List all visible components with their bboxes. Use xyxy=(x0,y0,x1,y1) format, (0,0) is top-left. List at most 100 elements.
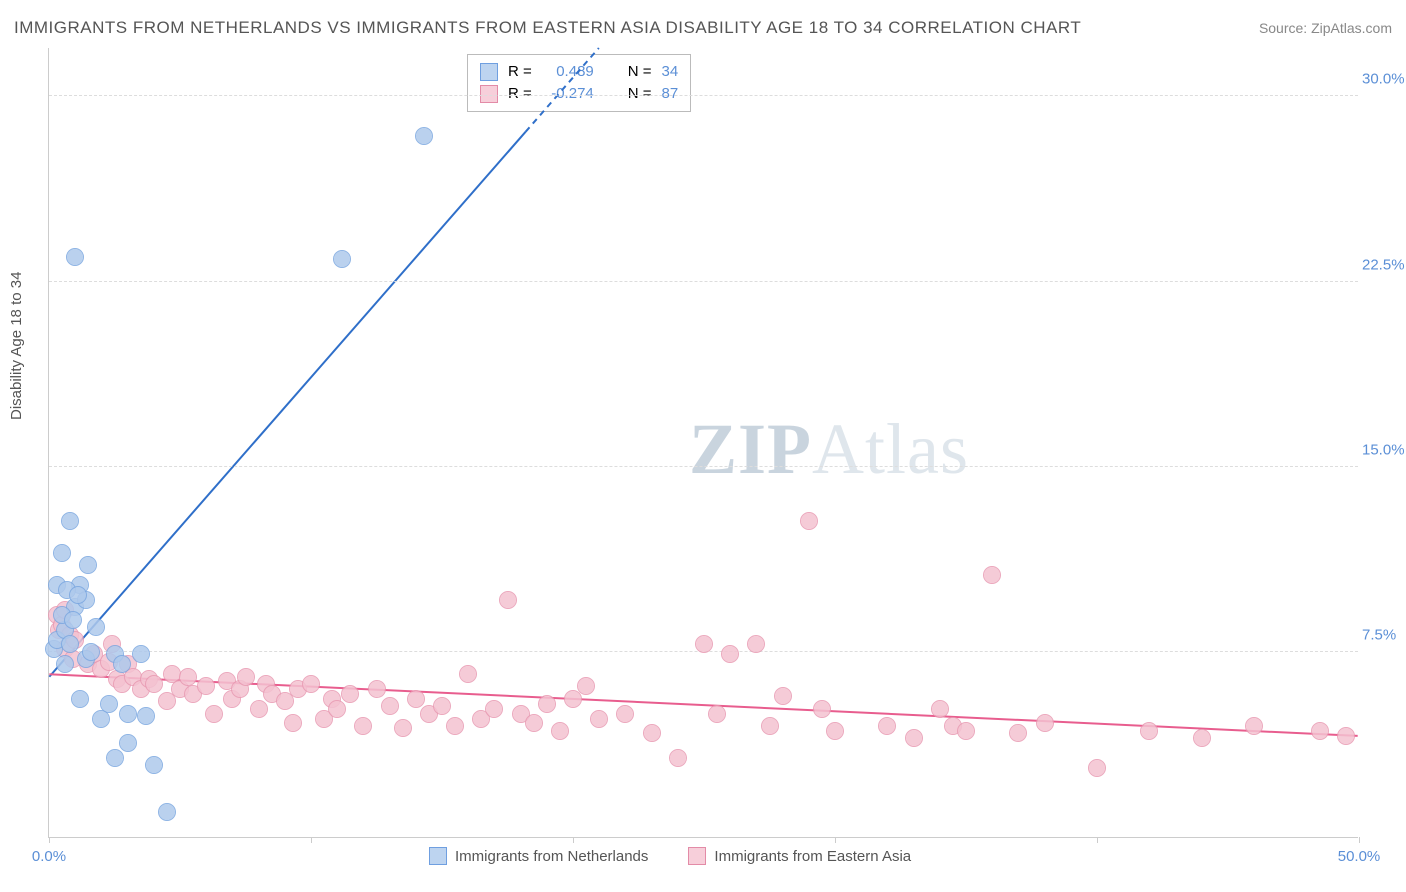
gridline xyxy=(49,95,1358,96)
data-point xyxy=(354,717,372,735)
y-axis-label: Disability Age 18 to 34 xyxy=(8,272,25,420)
x-tick-label: 50.0% xyxy=(1338,848,1381,865)
data-point xyxy=(333,250,351,268)
data-point xyxy=(538,695,556,713)
data-point xyxy=(905,729,923,747)
data-point xyxy=(69,586,87,604)
data-point xyxy=(1193,729,1211,747)
y-tick-label: 22.5% xyxy=(1362,256,1406,273)
title-bar: IMMIGRANTS FROM NETHERLANDS VS IMMIGRANT… xyxy=(14,18,1392,38)
data-point xyxy=(137,707,155,725)
data-point xyxy=(761,717,779,735)
data-point xyxy=(1311,722,1329,740)
data-point xyxy=(56,655,74,673)
source-attribution: Source: ZipAtlas.com xyxy=(1259,20,1392,36)
y-tick-label: 30.0% xyxy=(1362,71,1406,88)
data-point xyxy=(250,700,268,718)
data-point xyxy=(66,248,84,266)
x-tick xyxy=(1359,837,1360,843)
legend-item-eastern-asia: Immigrants from Eastern Asia xyxy=(688,847,911,865)
data-point xyxy=(695,635,713,653)
data-point xyxy=(957,722,975,740)
data-point xyxy=(328,700,346,718)
legend-label-eastern-asia: Immigrants from Eastern Asia xyxy=(714,848,911,865)
data-point xyxy=(826,722,844,740)
data-point xyxy=(590,710,608,728)
data-point xyxy=(64,611,82,629)
data-point xyxy=(71,690,89,708)
data-point xyxy=(800,512,818,530)
data-point xyxy=(721,645,739,663)
data-point xyxy=(446,717,464,735)
legend-item-netherlands: Immigrants from Netherlands xyxy=(429,847,648,865)
data-point xyxy=(61,635,79,653)
data-point xyxy=(931,700,949,718)
data-point xyxy=(616,705,634,723)
data-point xyxy=(82,643,100,661)
data-point xyxy=(1009,724,1027,742)
x-tick xyxy=(1097,837,1098,843)
x-tick xyxy=(835,837,836,843)
data-point xyxy=(158,803,176,821)
data-point xyxy=(119,734,137,752)
data-point xyxy=(485,700,503,718)
data-point xyxy=(394,719,412,737)
data-point xyxy=(551,722,569,740)
data-point xyxy=(106,749,124,767)
x-tick xyxy=(49,837,50,843)
y-tick-label: 15.0% xyxy=(1362,441,1406,458)
data-point xyxy=(499,591,517,609)
data-point xyxy=(145,756,163,774)
data-point xyxy=(132,645,150,663)
data-point xyxy=(415,127,433,145)
data-point xyxy=(643,724,661,742)
y-tick-label: 7.5% xyxy=(1362,626,1406,643)
data-point xyxy=(381,697,399,715)
data-point xyxy=(302,675,320,693)
data-point xyxy=(1337,727,1355,745)
data-point xyxy=(669,749,687,767)
data-point xyxy=(237,668,255,686)
data-point xyxy=(284,714,302,732)
data-point xyxy=(53,544,71,562)
data-point xyxy=(87,618,105,636)
data-point xyxy=(577,677,595,695)
data-point xyxy=(368,680,386,698)
legend-label-netherlands: Immigrants from Netherlands xyxy=(455,848,648,865)
data-point xyxy=(525,714,543,732)
data-point xyxy=(878,717,896,735)
data-point xyxy=(1088,759,1106,777)
data-point xyxy=(747,635,765,653)
data-point xyxy=(145,675,163,693)
gridline xyxy=(49,466,1358,467)
data-point xyxy=(1245,717,1263,735)
data-point xyxy=(774,687,792,705)
data-point xyxy=(79,556,97,574)
data-point xyxy=(341,685,359,703)
data-point xyxy=(433,697,451,715)
data-point xyxy=(407,690,425,708)
series-legend: Immigrants from Netherlands Immigrants f… xyxy=(429,847,911,865)
swatch-netherlands xyxy=(429,847,447,865)
data-point xyxy=(1140,722,1158,740)
data-point xyxy=(100,695,118,713)
data-point xyxy=(1036,714,1054,732)
data-point xyxy=(119,705,137,723)
data-point xyxy=(459,665,477,683)
data-point xyxy=(983,566,1001,584)
data-point xyxy=(113,655,131,673)
data-point xyxy=(813,700,831,718)
x-tick xyxy=(573,837,574,843)
data-point xyxy=(197,677,215,695)
chart-title: IMMIGRANTS FROM NETHERLANDS VS IMMIGRANT… xyxy=(14,18,1081,38)
data-point xyxy=(708,705,726,723)
swatch-eastern-asia xyxy=(688,847,706,865)
x-tick-label: 0.0% xyxy=(32,848,66,865)
data-point xyxy=(205,705,223,723)
x-tick xyxy=(311,837,312,843)
data-point xyxy=(61,512,79,530)
scatter-chart: ZIPAtlas R = 0.489 N = 34 R = -0.274 N =… xyxy=(48,48,1358,838)
trend-lines xyxy=(49,48,1358,837)
data-point xyxy=(179,668,197,686)
gridline xyxy=(49,281,1358,282)
